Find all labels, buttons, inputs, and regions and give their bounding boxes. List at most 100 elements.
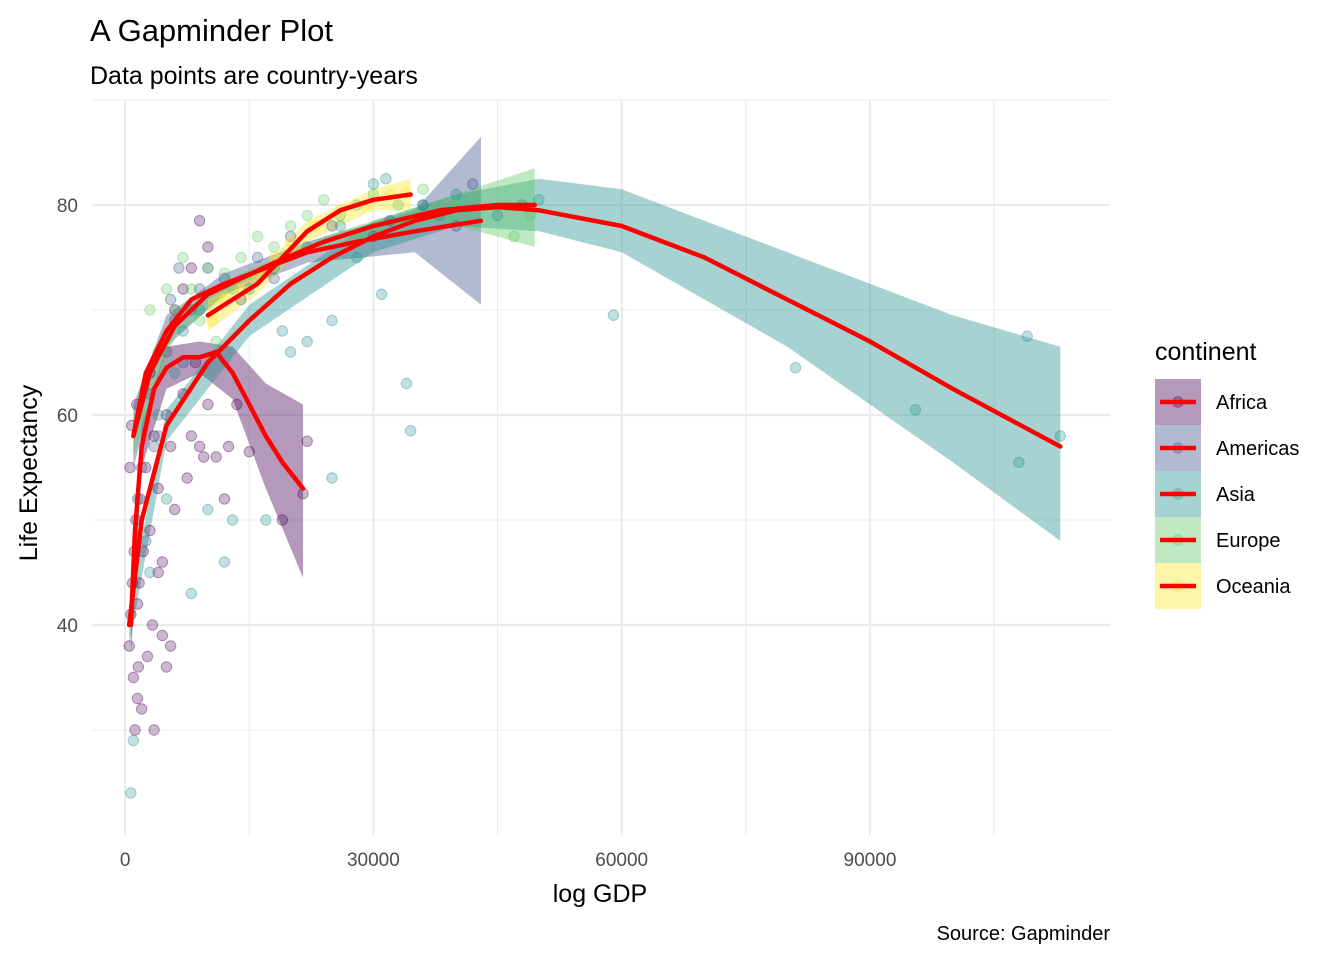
x-tick-label: 90000 xyxy=(844,850,897,871)
data-point-americas xyxy=(173,262,185,274)
data-point-asia xyxy=(450,188,462,201)
legend: continent Africa Americas Asia Europe Oceani… xyxy=(1155,338,1299,609)
tick-labels: 0 30000 60000 90000 40 60 80 xyxy=(57,196,897,871)
data-point-asia xyxy=(607,309,620,321)
data-point-americas xyxy=(417,199,429,211)
data-point-asia xyxy=(375,288,388,300)
data-point-europe xyxy=(235,251,247,264)
data-point-asia xyxy=(380,173,392,185)
data-point-asia xyxy=(152,409,164,421)
data-point-europe xyxy=(169,304,181,316)
x-tick-label: 0 xyxy=(120,850,131,871)
data-point-asia xyxy=(1013,456,1025,468)
legend-label-europe: Europe xyxy=(1216,530,1281,552)
data-point-asia xyxy=(202,503,214,516)
data-point-asia xyxy=(367,178,380,190)
data-point-asia xyxy=(909,404,922,416)
y-tick-label: 40 xyxy=(57,616,78,637)
data-point-asia xyxy=(1054,430,1067,442)
data-point-americas xyxy=(268,272,280,285)
data-point-asia xyxy=(226,514,239,526)
chart-caption: Source: Gapminder xyxy=(937,923,1111,945)
data-point-asia xyxy=(185,587,198,600)
x-axis-title: log GDP xyxy=(553,880,647,908)
data-point-europe xyxy=(193,314,206,327)
data-point-europe xyxy=(144,304,156,316)
data-point-africa xyxy=(124,461,136,474)
data-point-africa xyxy=(243,446,255,458)
data-point-africa xyxy=(301,435,313,447)
data-point-africa xyxy=(127,671,140,684)
data-point-africa xyxy=(156,629,169,642)
confidence-band-asia xyxy=(129,178,1061,646)
data-point-asia xyxy=(160,493,173,505)
data-point-americas xyxy=(202,262,214,274)
data-point-europe xyxy=(185,283,198,295)
data-point-asia xyxy=(491,209,504,222)
confidence-bands xyxy=(129,136,1061,657)
data-point-asia xyxy=(127,734,140,747)
data-point-asia xyxy=(276,325,289,337)
data-point-africa xyxy=(198,451,210,463)
data-point-africa xyxy=(218,493,231,505)
legend-title: continent xyxy=(1155,338,1257,366)
data-point-americas xyxy=(284,230,297,243)
data-point-africa xyxy=(231,398,243,411)
data-point-africa xyxy=(132,661,145,673)
data-point-africa xyxy=(123,640,135,652)
data-point-africa xyxy=(193,215,206,227)
data-point-africa xyxy=(160,661,173,673)
data-point-africa xyxy=(193,440,206,453)
data-point-africa xyxy=(156,556,169,568)
data-point-africa xyxy=(202,398,214,411)
data-point-americas xyxy=(251,251,264,264)
confidence-band-europe xyxy=(133,168,535,457)
data-point-africa xyxy=(146,619,159,631)
data-point-africa xyxy=(141,650,154,663)
smooth-lines xyxy=(126,192,1063,628)
data-point-europe xyxy=(268,241,280,253)
chart-title: A Gapminder Plot xyxy=(90,13,333,48)
smooth-line-europe xyxy=(131,202,538,439)
data-point-americas xyxy=(326,220,338,232)
data-point-africa xyxy=(152,566,164,579)
data-point-africa xyxy=(131,692,144,705)
data-point-europe xyxy=(301,209,313,222)
data-point-asia xyxy=(404,425,417,437)
y-tick-label: 80 xyxy=(57,196,78,217)
data-point-europe xyxy=(392,199,404,211)
data-point-africa xyxy=(177,283,189,295)
data-point-africa xyxy=(169,503,181,516)
data-point-africa xyxy=(210,451,222,463)
data-point-asia xyxy=(260,514,272,526)
legend-label-asia: Asia xyxy=(1216,484,1256,506)
data-point-asia xyxy=(417,199,429,211)
legend-label-oceania: Oceania xyxy=(1216,576,1291,598)
confidence-band-americas xyxy=(133,136,481,468)
data-point-africa xyxy=(129,724,141,736)
data-point-africa xyxy=(148,430,160,442)
data-point-asia xyxy=(351,251,363,264)
smooth-line-oceania xyxy=(205,192,413,318)
data-point-africa xyxy=(135,703,148,715)
data-point-africa xyxy=(185,430,198,442)
data-point-africa xyxy=(222,440,235,453)
data-point-europe xyxy=(251,230,264,243)
data-point-asia xyxy=(326,314,338,327)
grid-lines xyxy=(92,99,1110,835)
data-point-asia xyxy=(177,325,189,337)
legend-label-americas: Americas xyxy=(1216,438,1299,460)
data-point-africa xyxy=(164,640,177,652)
data-point-asia xyxy=(169,367,181,379)
data-point-africa xyxy=(164,440,177,453)
x-tick-label: 30000 xyxy=(347,850,400,871)
data-point-africa xyxy=(152,482,164,495)
y-axis-title: Life Expectancy xyxy=(15,384,43,561)
data-point-asia xyxy=(334,220,346,232)
data-point-africa xyxy=(181,472,193,484)
data-point-europe xyxy=(202,262,214,274)
smooth-line-africa xyxy=(128,349,306,628)
data-point-africa xyxy=(144,524,156,537)
data-point-asia xyxy=(533,194,545,206)
